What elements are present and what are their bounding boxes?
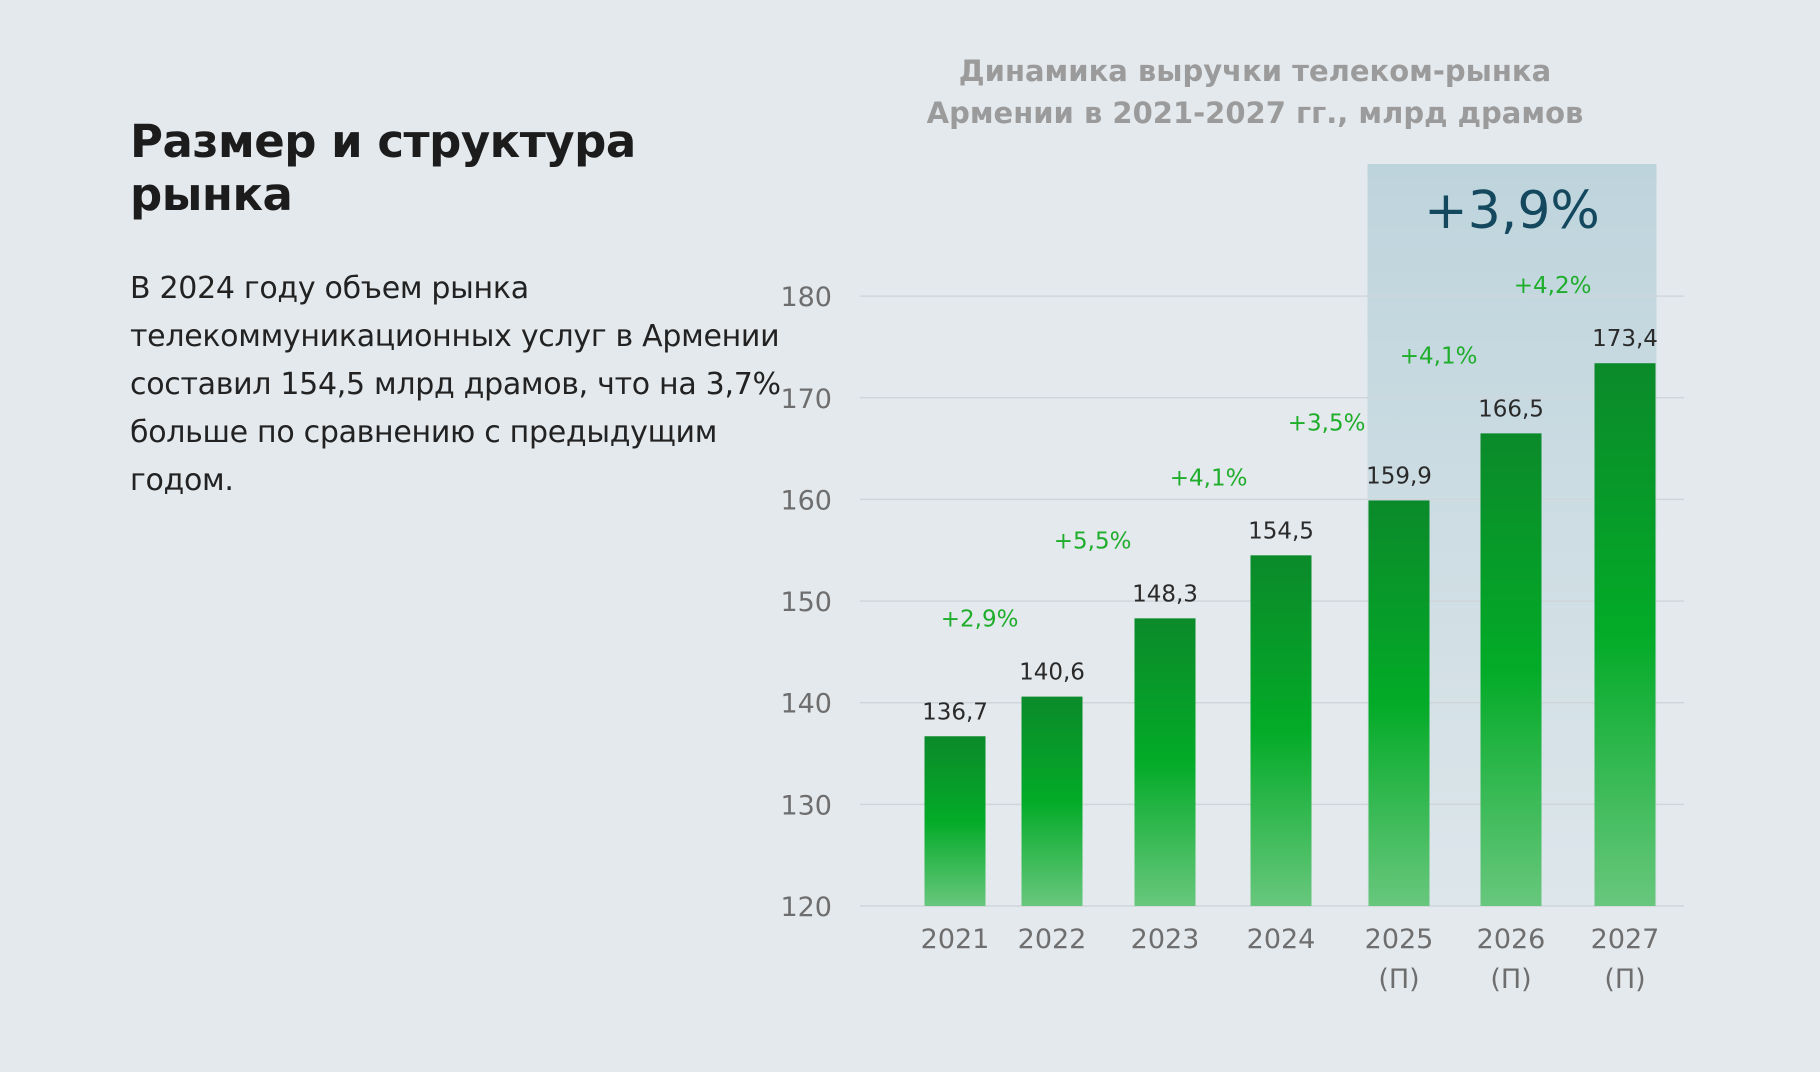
bar xyxy=(1134,618,1196,906)
y-tick-label: 120 xyxy=(780,892,832,923)
x-tick-label: 2027 xyxy=(1591,924,1660,955)
chart-title-line: Армении в 2021-2027 гг., млрд драмов xyxy=(926,96,1584,130)
x-tick-label: 2022 xyxy=(1018,924,1087,955)
x-tick-label: (П) xyxy=(1490,964,1531,995)
bar xyxy=(924,736,986,906)
data-label: 166,5 xyxy=(1478,396,1544,422)
x-tick-label: (П) xyxy=(1378,964,1419,995)
y-tick-label: 180 xyxy=(780,282,832,313)
data-label: 159,9 xyxy=(1366,463,1432,489)
description-line: В 2024 году объем рынка xyxy=(130,271,529,306)
x-tick-label: 2025 xyxy=(1365,924,1434,955)
y-tick-label: 160 xyxy=(780,485,832,516)
y-tick-label: 170 xyxy=(780,384,832,415)
x-tick-label: 2026 xyxy=(1477,924,1546,955)
y-tick-label: 150 xyxy=(780,587,832,618)
text-panel: Размер и структура рынка В 2024 году объ… xyxy=(130,115,790,505)
chart-title: Динамика выручки телеком-рынка Армении в… xyxy=(880,50,1630,134)
x-tick-label: (П) xyxy=(1604,964,1645,995)
description-line: составил 154,5 млрд драмов, что на 3,7% xyxy=(130,367,781,402)
x-tick-label: 2023 xyxy=(1131,924,1200,955)
growth-label: +5,5% xyxy=(1054,528,1132,554)
growth-label: +4,1% xyxy=(1400,343,1478,369)
bar xyxy=(1021,696,1083,906)
y-tick-label: 130 xyxy=(780,790,832,821)
description-line: годом. xyxy=(130,463,234,498)
bar xyxy=(1594,363,1656,906)
bar xyxy=(1480,433,1542,906)
data-label: 173,4 xyxy=(1592,326,1658,352)
x-tick-label: 2024 xyxy=(1247,924,1316,955)
growth-label: +3,5% xyxy=(1288,410,1366,436)
growth-label: +2,9% xyxy=(941,607,1019,633)
bar xyxy=(1250,555,1312,906)
bar xyxy=(1368,500,1430,906)
cagr-label: +3,9% xyxy=(1424,181,1600,241)
market-description: В 2024 году объем рынка телекоммуникацио… xyxy=(130,265,790,505)
data-label: 136,7 xyxy=(922,699,988,725)
data-label: 140,6 xyxy=(1019,660,1085,686)
data-label: 154,5 xyxy=(1248,518,1314,544)
y-tick-label: 140 xyxy=(780,689,832,720)
description-line: телекоммуникационных услуг в Армении xyxy=(130,319,780,354)
growth-label: +4,2% xyxy=(1514,273,1592,299)
page-title: Размер и структура рынка xyxy=(130,115,636,221)
data-label: 148,3 xyxy=(1132,581,1198,607)
description-line: больше по сравнению с предыдущим xyxy=(130,415,718,450)
chart-title-line: Динамика выручки телеком-рынка xyxy=(958,54,1552,88)
growth-label: +4,1% xyxy=(1170,465,1248,491)
x-tick-label: 2021 xyxy=(921,924,990,955)
